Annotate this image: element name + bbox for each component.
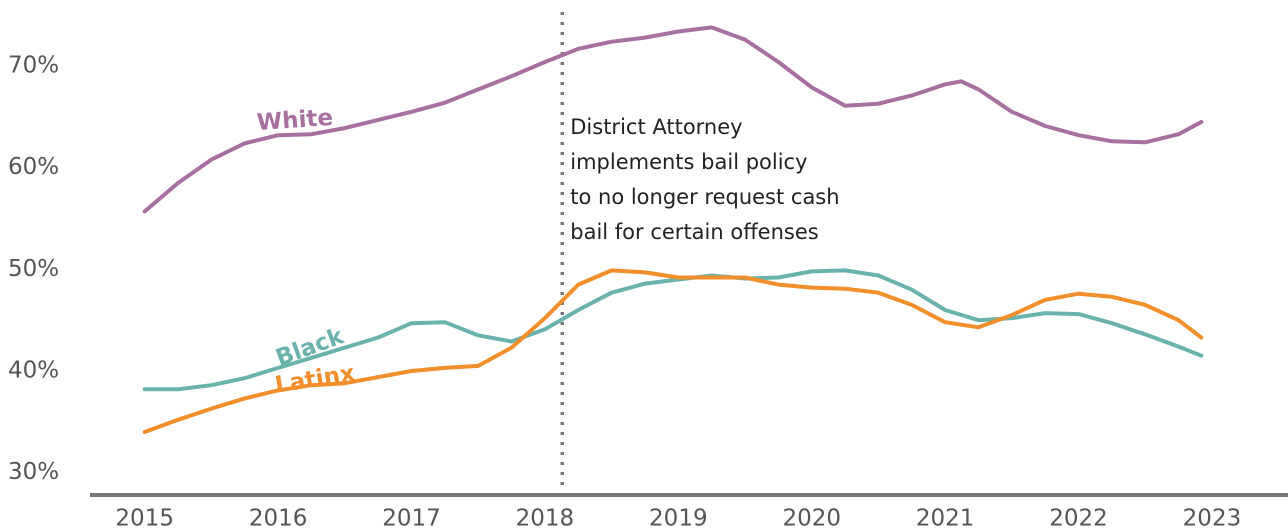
x-tick-label: 2017 (382, 506, 441, 531)
annotation-text: District Attorney (570, 115, 742, 139)
annotation-text: bail for certain offenses (570, 220, 818, 244)
x-tick-label: 2022 (1049, 506, 1108, 531)
annotation-text: implements bail policy (570, 150, 807, 174)
y-tick-label: 70% (8, 53, 59, 79)
x-tick-label: 2018 (516, 506, 575, 531)
series-line (142, 268, 1204, 434)
x-tick-label: 2015 (115, 506, 174, 531)
x-tick-label: 2021 (916, 506, 975, 531)
series-label: White (256, 105, 334, 136)
x-tick-label: 2016 (249, 506, 308, 531)
series-line (142, 25, 1204, 214)
y-tick-label: 60% (8, 154, 59, 180)
y-tick-label: 30% (8, 459, 59, 485)
x-tick-label: 2019 (649, 506, 708, 531)
x-tick-label: 2020 (782, 506, 841, 531)
x-tick-label: 2023 (1183, 506, 1242, 531)
y-tick-label: 50% (8, 256, 59, 282)
y-tick-label: 40% (8, 357, 59, 383)
annotation-text: to no longer request cash (570, 185, 839, 209)
